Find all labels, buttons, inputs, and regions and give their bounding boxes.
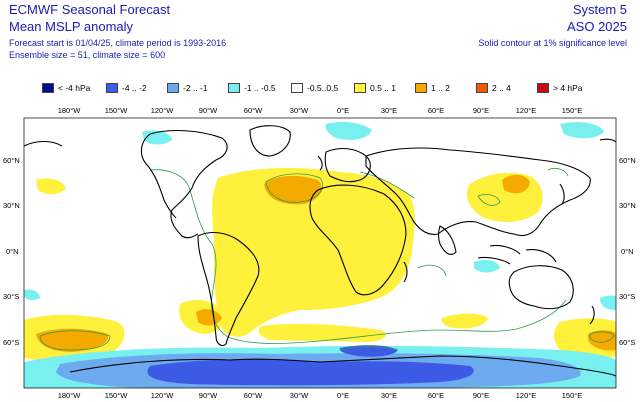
legend-item: -2 .. -1 [167,80,208,96]
lon-label: 0°E [337,391,349,400]
lon-label: 60°W [244,106,263,115]
legend-swatch [228,83,240,93]
lon-label: 90°W [199,106,218,115]
lon-label: 120°E [516,391,537,400]
legend-label: 0.5 .. 1 [370,83,396,93]
lon-label: 60°E [428,391,444,400]
lon-label: 120°W [151,106,175,115]
lon-label: 90°E [473,391,489,400]
lon-label: 60°W [244,391,263,400]
lat-label: 60°S [3,338,19,347]
legend-item: -0.5..0.5 [291,80,338,96]
lat-label: 0°N [621,247,634,256]
legend-item: -4 .. -2 [106,80,147,96]
legend-item: -1 .. -0.5 [228,80,276,96]
lon-label: 150°E [562,391,583,400]
legend-swatch [106,83,118,93]
legend-label: -4 .. -2 [122,83,147,93]
legend-swatch [42,83,54,93]
legend-label: 2 .. 4 [492,83,511,93]
strong-positive-anomaly-fill [36,174,616,352]
lon-label: 0°E [337,106,349,115]
lon-label: 120°E [516,106,537,115]
lat-label: 30°N [619,201,636,210]
legend-swatch [354,83,366,93]
lon-label: 180°W [58,391,82,400]
lon-label: 150°W [105,106,129,115]
lon-label: 60°E [428,106,444,115]
lon-label: 30°W [290,391,309,400]
lat-label: 60°N [3,156,20,165]
legend-swatch [415,83,427,93]
legend-item: 1 .. 2 [415,80,450,96]
lat-label: 30°S [3,292,19,301]
chart-title: ECMWF Seasonal Forecast [9,2,171,17]
lon-label: 180°W [58,106,82,115]
legend-swatch [537,83,549,93]
legend-label: -0.5..0.5 [307,83,339,93]
legend-item: 2 .. 4 [476,80,511,96]
forecast-info: Forecast start is 01/04/25, climate peri… [9,38,227,48]
legend-swatch [291,83,303,93]
legend-label: < -4 hPa [58,83,91,93]
legend-item: < -4 hPa [42,80,90,96]
legend-swatch [476,83,488,93]
lon-label: 90°E [473,106,489,115]
lon-label: 30°E [381,106,397,115]
lon-label: 150°W [105,391,129,400]
lon-label: 90°W [199,391,218,400]
legend-label: 1 .. 2 [431,83,450,93]
lon-label: 120°W [151,391,175,400]
lat-label: 30°S [619,292,635,301]
map-frame [23,117,617,389]
legend-item: 0.5 .. 1 [354,80,396,96]
ensemble-info: Ensemble size = 51, climate size = 600 [9,50,166,60]
legend-label: -1 .. -0.5 [244,83,276,93]
system-label: System 5 [572,2,627,17]
lon-label: 30°E [381,391,397,400]
season-label: ASO 2025 [567,19,627,34]
lat-label: 60°N [619,156,636,165]
legend-item: > 4 hPa [537,80,583,96]
significance-contour [39,168,615,351]
lon-label: 30°W [290,106,309,115]
chart-subtitle: Mean MSLP anomaly [9,19,134,34]
lat-label: 60°S [619,338,635,347]
lat-label: 0°N [6,247,19,256]
anomaly-map: 180°W 150°W 120°W 90°W 60°W 30°W 0°E 30°… [0,96,640,402]
lat-label: 30°N [3,201,20,210]
significance-note: Solid contour at 1% significance level [478,38,627,48]
coastlines [24,125,616,377]
legend-label: -2 .. -1 [183,83,208,93]
legend-swatch [167,83,179,93]
legend-label: > 4 hPa [553,83,583,93]
color-legend: < -4 hPa -4 .. -2 -2 .. -1 -1 .. -0.5 -0… [0,80,640,96]
lon-label: 150°E [562,106,583,115]
